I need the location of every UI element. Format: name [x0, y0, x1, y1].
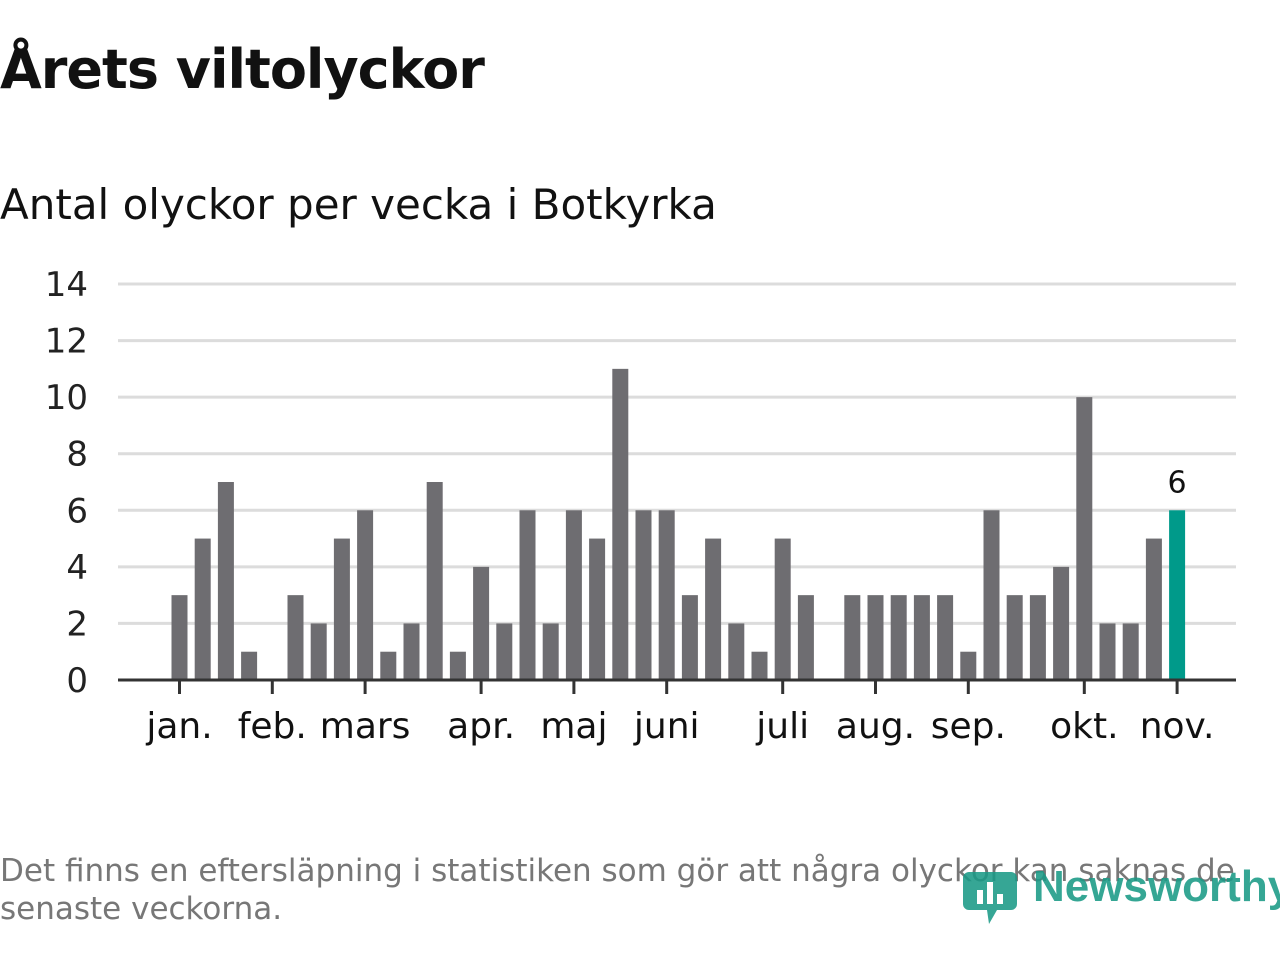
bar-highlight [1169, 510, 1186, 680]
y-tick-label: 6 [66, 491, 88, 531]
bar [844, 595, 861, 680]
month-label: aug. [836, 706, 915, 747]
bar [1076, 397, 1093, 680]
y-tick-label: 14 [45, 265, 88, 305]
y-tick-label: 2 [66, 604, 88, 644]
month-label: juli [755, 706, 809, 747]
bar [496, 623, 513, 680]
gridlines [118, 282, 1236, 625]
bar [983, 510, 1000, 680]
value-labels: 6 [1168, 465, 1187, 500]
bar [913, 595, 930, 680]
bar [960, 651, 977, 680]
bar [728, 623, 745, 680]
bar [890, 595, 907, 680]
bar [542, 623, 559, 680]
bar [241, 651, 258, 680]
bar [635, 510, 652, 680]
y-tick-label: 8 [66, 435, 88, 475]
bar [473, 566, 490, 680]
newsworthy-logo-icon [963, 872, 1017, 924]
bar [1029, 595, 1046, 680]
y-axis-tick-labels: 0 2 4 6 8 10 12 14 [45, 265, 88, 701]
chart-subtitle: Antal olyckor per vecka i Botkyrka [0, 180, 717, 229]
bar [449, 651, 466, 680]
y-tick-label: 10 [45, 378, 88, 418]
newsworthy-logo-text: Newsworthy [1033, 862, 1280, 911]
bar [589, 538, 606, 680]
bar [751, 651, 768, 680]
y-tick-label: 4 [66, 548, 88, 588]
x-axis [118, 678, 1236, 694]
x-axis-month-labels: jan. feb. mars apr. maj juni juli aug. sep. okt. n… [145, 706, 1214, 747]
bar [310, 623, 327, 680]
y-tick-label: 12 [45, 322, 88, 362]
month-label: nov. [1140, 706, 1215, 747]
bar [937, 595, 954, 680]
bar [403, 623, 420, 680]
month-label: jan. [145, 706, 212, 747]
bar [287, 595, 304, 680]
bar-chart: 0 2 4 6 8 10 12 14 jan. feb. mars apr. maj juni juli a… [45, 265, 1236, 747]
month-label: okt. [1050, 706, 1118, 747]
month-label: apr. [447, 706, 515, 747]
bars [171, 368, 1186, 680]
bar [217, 482, 234, 680]
bar [1006, 595, 1023, 680]
bar [357, 510, 374, 680]
bar [612, 368, 629, 680]
month-label: mars [320, 706, 411, 747]
bar [519, 510, 536, 680]
bar [797, 595, 814, 680]
bar [380, 651, 397, 680]
bar [1145, 538, 1162, 680]
bar [658, 510, 675, 680]
bar [681, 595, 698, 680]
bar [565, 510, 582, 680]
bar [333, 538, 350, 680]
month-label: maj [540, 706, 607, 747]
bar [194, 538, 211, 680]
highlight-value-label: 6 [1168, 465, 1187, 500]
month-label: sep. [931, 706, 1006, 747]
newsworthy-logo: Newsworthy [963, 858, 1280, 930]
bar [705, 538, 722, 680]
y-tick-label: 0 [66, 661, 88, 701]
month-label: feb. [238, 706, 307, 747]
month-label: juni [633, 706, 700, 747]
bar [867, 595, 884, 680]
bar [774, 538, 791, 680]
bar [1099, 623, 1116, 680]
bar [1122, 623, 1139, 680]
bar [1053, 566, 1070, 680]
bar [426, 482, 443, 680]
chart-title: Årets viltolyckor [0, 38, 485, 101]
bar [171, 595, 188, 680]
footnote: Det finns en eftersläpning i statistiken… [0, 853, 1235, 927]
